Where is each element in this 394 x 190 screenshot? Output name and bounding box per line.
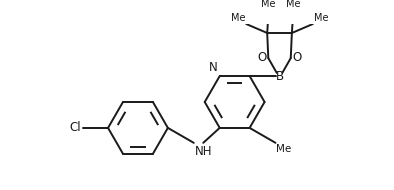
Text: N: N [209,62,218,74]
Text: O: O [258,51,267,64]
Text: Me: Me [314,13,328,23]
Text: Me: Me [286,0,301,9]
Text: O: O [292,51,301,64]
Text: Me: Me [276,144,292,154]
Text: NH: NH [195,145,212,158]
Text: Me: Me [231,13,245,23]
Text: Cl: Cl [69,121,81,134]
Text: Me: Me [262,0,276,9]
Text: B: B [275,70,284,83]
